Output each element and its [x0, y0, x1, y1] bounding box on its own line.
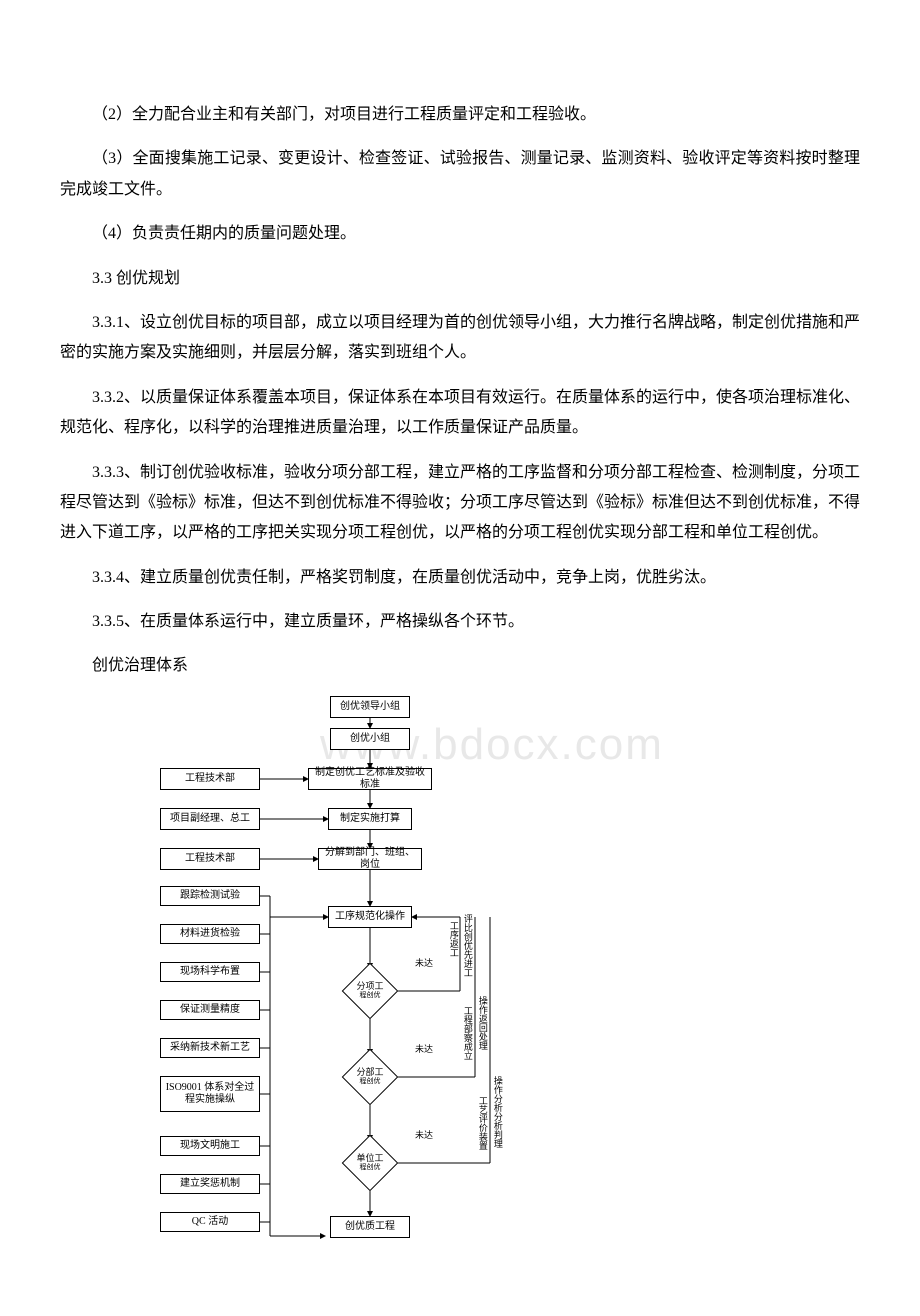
node-standard-op: 工序规范化操作 [328, 906, 412, 928]
left-new-tech: 采纳新技术新工艺 [160, 1038, 260, 1058]
left-civilized-construct: 现场文明施工 [160, 1136, 260, 1156]
label-fail-1: 未达 [415, 956, 433, 969]
paragraph-3-3-1: 3.3.1、设立创优目标的项目部，成立以项目经理为首的创优领导小组，大力推行名牌… [60, 308, 860, 369]
right-label-1b: 评比创优先进工 [462, 914, 472, 977]
paragraph-3: （3）全面搜集施工记录、变更设计、检查签证、试验报告、测量记录、监测资料、验收评… [60, 144, 860, 205]
label-fail-3: 未达 [415, 1128, 433, 1141]
flowchart-title: 创优治理体系 [60, 651, 860, 681]
decision-unit-label: 单位工 程创优 [340, 1151, 400, 1175]
decision-2-bot: 程创优 [360, 1078, 381, 1086]
paragraph-2: （2）全力配合业主和有关部门，对项目进行工程质量评定和工程验收。 [60, 100, 860, 130]
paragraph-3-3-4: 3.3.4、建立质量创优责任制，严格奖罚制度，在质量创优活动中，竞争上岗，优胜劣… [60, 563, 860, 593]
right-label-3b: 操作分析分析判理 [492, 1076, 502, 1148]
paragraph-3-3-2: 3.3.2、以质量保证体系覆盖本项目，保证体系在本项目有效运行。在质量体系的运行… [60, 383, 860, 444]
paragraph-3-3-3: 3.3.3、制订创优验收标准，验收分项分部工程，建立严格的工序监督和分项分部工程… [60, 458, 860, 549]
right-label-2b: 操作返回处理 [477, 996, 487, 1050]
node-quality-project: 创优质工程 [330, 1216, 410, 1238]
decision-sub-item-label: 分项工 程创优 [340, 979, 400, 1003]
decision-1-bot: 程创优 [360, 992, 381, 1000]
left-qc-activity: QC 活动 [160, 1212, 260, 1232]
section-3-3-heading: 3.3 创优规划 [60, 264, 860, 294]
flowchart-diagram: 创优领导小组 创优小组 制定创优工艺标准及验收标准 制定实施打算 分解到部门、班… [140, 696, 560, 1256]
right-label-2a: 工程部察成立 [462, 1006, 472, 1060]
decision-sub-part-label: 分部工 程创优 [340, 1065, 400, 1089]
left-iso9001: ISO9001 体系对全过程实施操纵 [160, 1076, 260, 1112]
node-decompose: 分解到部门、班组、岗位 [318, 848, 422, 870]
left-deputy-mgr: 项目副经理、总工 [160, 808, 260, 830]
node-group: 创优小组 [330, 728, 410, 750]
node-leadership-group: 创优领导小组 [330, 696, 410, 718]
paragraph-4: （4）负责责任期内的质量问题处理。 [60, 219, 860, 249]
label-fail-2: 未达 [415, 1042, 433, 1055]
left-reward-punish: 建立奖惩机制 [160, 1174, 260, 1194]
node-standards: 制定创优工艺标准及验收标准 [308, 768, 432, 790]
left-tracking-test: 跟踪检测试验 [160, 886, 260, 906]
left-eng-tech-1: 工程技术部 [160, 768, 260, 790]
left-eng-tech-2: 工程技术部 [160, 848, 260, 870]
decision-3-bot: 程创优 [360, 1164, 381, 1172]
left-site-layout: 现场科学布置 [160, 962, 260, 982]
node-plan: 制定实施打算 [328, 808, 412, 830]
paragraph-3-3-5: 3.3.5、在质量体系运行中，建立质量环，严格操纵各个环节。 [60, 607, 860, 637]
right-label-3a: 工艺评价装置 [477, 1096, 487, 1150]
left-material-inspect: 材料进货检验 [160, 924, 260, 944]
left-measure-accuracy: 保证测量精度 [160, 1000, 260, 1020]
right-label-1a: 工序返工 [448, 921, 458, 957]
